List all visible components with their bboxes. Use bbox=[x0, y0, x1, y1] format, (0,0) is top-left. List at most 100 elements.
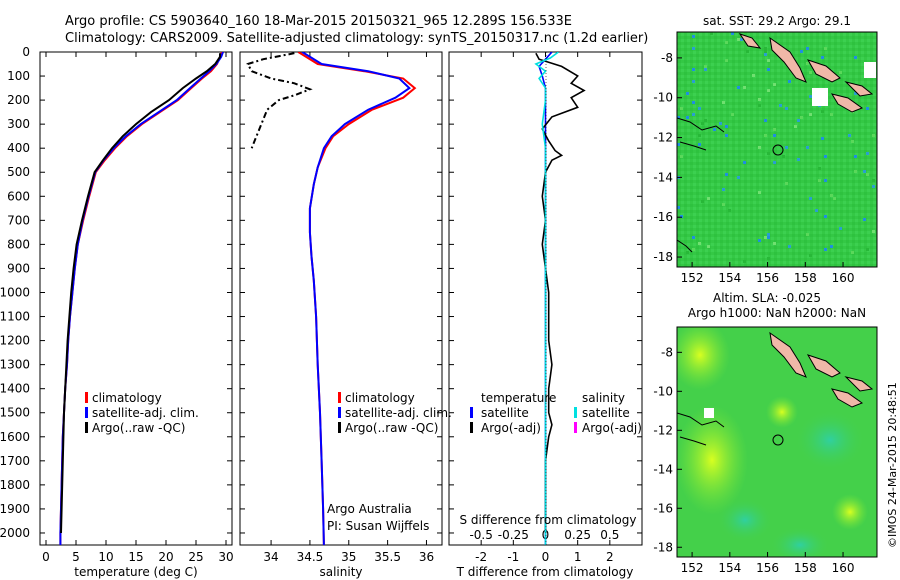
x-tick-label-top: -0.25 bbox=[498, 528, 529, 542]
legend-label-temp-argo: Argo(-adj) bbox=[481, 421, 541, 435]
sst-pixel bbox=[797, 158, 800, 161]
sst-pixel bbox=[782, 155, 785, 158]
sst-pixel bbox=[692, 68, 695, 71]
sst-pixel bbox=[818, 167, 821, 170]
legend-label-sal-satellite: satellite bbox=[582, 406, 630, 420]
map-y-tick-label: -12 bbox=[653, 423, 673, 437]
x-tick-label: -1 bbox=[507, 550, 519, 564]
sst-pixel bbox=[800, 50, 803, 53]
x-tick-label: 35 bbox=[341, 550, 356, 564]
map-x-tick-label: 158 bbox=[794, 271, 817, 285]
sst-pixel bbox=[767, 89, 770, 92]
temperature-legend: climatology satellite-adj. clim. Argo(..… bbox=[85, 391, 199, 435]
x-tick-label: 30 bbox=[218, 550, 233, 564]
x-tick-label: 34.5 bbox=[297, 550, 324, 564]
sst-pixel bbox=[809, 95, 812, 98]
sst-pixel bbox=[737, 176, 740, 179]
sst-pixel bbox=[758, 146, 761, 149]
legend-label-climatology: climatology bbox=[345, 391, 415, 405]
sst-pixel bbox=[821, 56, 824, 59]
sst-pixel bbox=[785, 107, 788, 110]
sst-pixel bbox=[854, 92, 857, 95]
legend-swatch-climatology bbox=[338, 392, 341, 403]
sst-pixel bbox=[767, 233, 770, 236]
sst-pixel bbox=[866, 173, 869, 176]
map-y-tick-label: -10 bbox=[653, 384, 673, 398]
legend-swatch-sal-satellite bbox=[574, 407, 577, 418]
annotation-line1: Argo Australia bbox=[327, 502, 412, 516]
depth-tick-label: 200 bbox=[7, 93, 30, 107]
sst-pixel bbox=[821, 137, 824, 140]
sst-pixel bbox=[737, 38, 740, 41]
sst-pixel bbox=[677, 116, 680, 119]
depth-tick-label: 1200 bbox=[0, 334, 30, 348]
sst-pixel bbox=[725, 173, 728, 176]
map-x-tick-label: 156 bbox=[756, 271, 779, 285]
depth-tick-label: 600 bbox=[7, 189, 30, 203]
reef-outline bbox=[677, 412, 725, 446]
sst-pixel bbox=[872, 179, 875, 182]
depth-tick-label: 2000 bbox=[0, 526, 30, 540]
legend-swatch-temp-argo bbox=[470, 422, 473, 433]
sla-anomaly-low bbox=[770, 527, 830, 557]
sst-pixel bbox=[809, 71, 812, 74]
sla-map bbox=[677, 327, 877, 557]
sst-pixel bbox=[794, 125, 797, 128]
legend-label-satellite: satellite-adj. clim. bbox=[92, 406, 199, 420]
legend-swatch-sal-argo bbox=[574, 422, 577, 433]
sst-pixel bbox=[746, 50, 749, 53]
sst-pixel bbox=[830, 245, 833, 248]
land-island bbox=[830, 388, 864, 408]
sst-pixel bbox=[833, 197, 836, 200]
map-y-tick-label: -8 bbox=[661, 51, 673, 65]
legend-title-salinity: salinity bbox=[582, 391, 625, 405]
land-island bbox=[738, 33, 762, 49]
sst-pixel bbox=[758, 191, 761, 194]
sla-anomaly-high bbox=[677, 327, 730, 390]
sst-pixel bbox=[680, 215, 683, 218]
depth-tick-label: 1600 bbox=[0, 430, 30, 444]
map-y-tick-label: -18 bbox=[653, 250, 673, 264]
sst-pixel bbox=[728, 209, 731, 212]
map-x-tick-label: 154 bbox=[718, 561, 741, 575]
x-tick-label: 5 bbox=[72, 550, 80, 564]
sst-pixel bbox=[719, 122, 722, 125]
sst-map-frame bbox=[676, 31, 878, 268]
temperature-panel-frame bbox=[39, 51, 233, 546]
sst-pixel bbox=[704, 119, 707, 122]
map-y-tick-label: -18 bbox=[653, 540, 673, 554]
sst-pixel bbox=[806, 47, 809, 50]
sst-pixel bbox=[872, 185, 875, 188]
sst-pixel bbox=[863, 218, 866, 221]
depth-tick-label: 1700 bbox=[0, 454, 30, 468]
x-tick-label: 0 bbox=[42, 550, 50, 564]
sst-pixel bbox=[713, 128, 716, 131]
sst-pixel bbox=[692, 80, 695, 83]
depth-tick-label: 1000 bbox=[0, 285, 30, 299]
sst-pixel bbox=[824, 215, 827, 218]
annotation-line2: PI: Susan Wijffels bbox=[327, 519, 429, 533]
sst-pixel bbox=[767, 68, 770, 71]
sst-pixel bbox=[797, 119, 800, 122]
map-y-tick-label: -14 bbox=[653, 462, 673, 476]
sst-pixel bbox=[692, 236, 695, 239]
legend-swatch-satellite bbox=[338, 407, 341, 418]
sst-pixel bbox=[785, 182, 788, 185]
sla-map-title-line1: Altim. SLA: -0.025 bbox=[713, 291, 821, 305]
sst-pixel bbox=[785, 146, 788, 149]
sst-pixel bbox=[707, 197, 710, 200]
depth-tick-label: 0 bbox=[22, 45, 30, 59]
sst-pixel bbox=[866, 248, 869, 251]
sst-pixel bbox=[701, 122, 704, 125]
sst-pixel bbox=[692, 35, 695, 38]
sst-pixel bbox=[851, 251, 854, 254]
map-y-tick-label: -10 bbox=[653, 91, 673, 105]
sst-pixel bbox=[692, 248, 695, 251]
sst-pixel bbox=[722, 101, 725, 104]
depth-tick-label: 1300 bbox=[0, 358, 30, 372]
sst-pixel bbox=[773, 128, 776, 131]
legend-swatch-argo bbox=[338, 422, 341, 433]
map-y-tick-label: -16 bbox=[653, 210, 673, 224]
sst-pixel bbox=[788, 80, 791, 83]
